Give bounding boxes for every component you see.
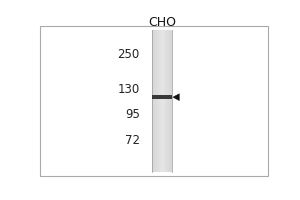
Text: 72: 72 [125,134,140,147]
Bar [165,30,166,172]
Bar [164,30,165,172]
Bar [160,30,161,172]
Bar [158,30,159,172]
Bar [152,95,172,99]
Text: 250: 250 [118,48,140,61]
Bar [154,30,155,172]
Bar [171,30,172,172]
Text: 130: 130 [118,83,140,96]
Bar [160,30,161,172]
Bar [155,30,156,172]
Bar [163,30,164,172]
Bar [157,30,158,172]
Bar [169,30,170,172]
Bar [161,30,162,172]
Polygon shape [173,94,179,101]
Bar [163,30,164,172]
Text: CHO: CHO [148,16,176,29]
Bar [167,30,168,172]
Bar [159,30,160,172]
Bar [170,30,171,172]
Bar [152,30,153,172]
Bar [156,30,157,172]
Bar [159,30,160,172]
Bar [157,30,158,172]
Bar [164,30,165,172]
Bar [154,30,155,172]
Bar [170,30,171,172]
Bar [169,30,170,172]
Bar [153,30,154,172]
Bar [166,30,167,172]
Bar [153,30,154,172]
Bar [168,30,169,172]
Bar [162,30,163,172]
Text: 95: 95 [125,108,140,121]
